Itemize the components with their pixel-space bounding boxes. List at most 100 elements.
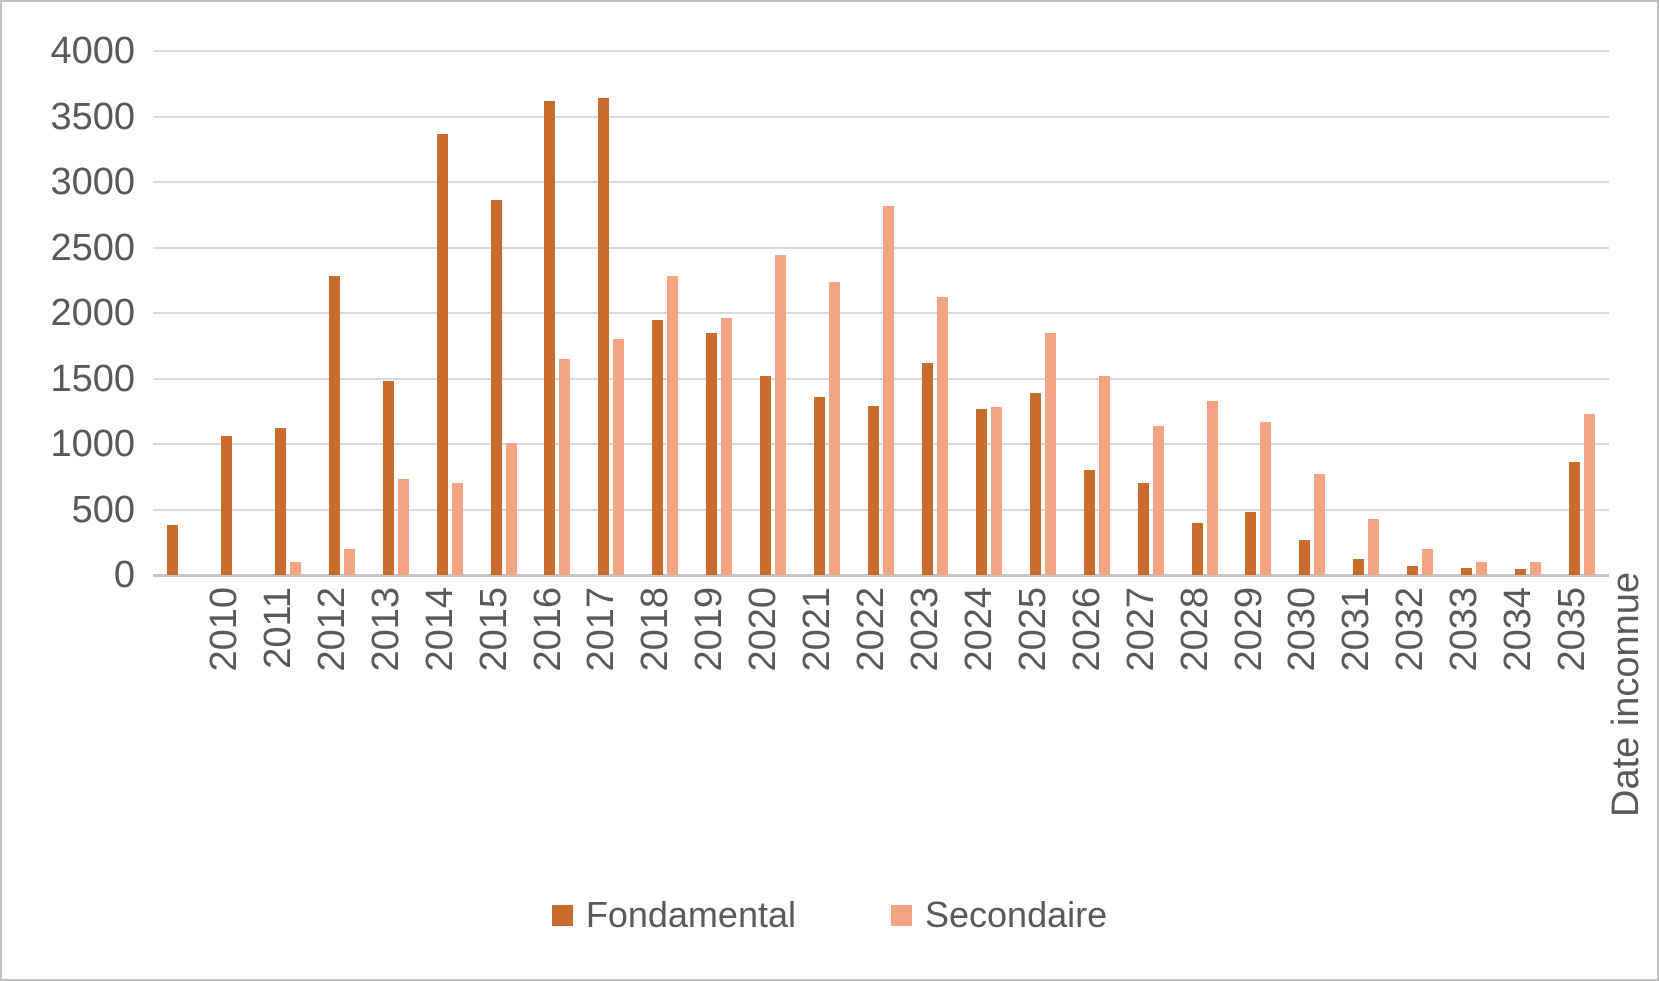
x-axis-label-2022: 2022 [850,587,893,672]
bar-fondamental-2015 [436,133,448,575]
x-axis-label-2010: 2010 [202,587,245,672]
bar-fondamental-2032 [1353,559,1365,575]
x-axis-label-2019: 2019 [688,587,731,672]
x-axis-label-date-inconnue: Date inconnue [1605,571,1648,817]
y-axis-tick-label-3000: 3000 [50,161,135,203]
bar-fondamental-2021 [760,375,772,575]
bar-fondamental-2010 [166,525,178,575]
y-axis-tick-label-4000: 4000 [50,30,135,72]
bar-secondaire-2024 [936,297,948,575]
bar-secondaire-2029 [1206,400,1218,575]
bar-secondaire-2012 [289,561,301,575]
x-axis-label-2012: 2012 [310,587,353,672]
x-axis-label-2024: 2024 [957,587,1000,672]
bar-secondaire-2027 [1098,375,1110,575]
bar-secondaire-2013 [343,548,355,575]
x-axis-label-2016: 2016 [526,587,569,672]
x-axis-label-2030: 2030 [1281,587,1324,672]
gridline-500 [153,508,1609,511]
bar-secondaire-date-inconnue [1584,413,1596,575]
gridline-4000 [153,50,1609,52]
legend-swatch-secondaire [891,904,912,926]
bar-fondamental-2027 [1083,470,1095,575]
x-axis-label-2031: 2031 [1335,587,1378,672]
x-axis-label-2017: 2017 [580,587,623,672]
x-axis-label-2025: 2025 [1011,587,1054,672]
x-axis-label-2029: 2029 [1227,587,1270,672]
bar-secondaire-2035 [1530,561,1542,575]
bar-secondaire-2022 [829,281,841,575]
bar-secondaire-2021 [775,255,787,575]
bar-secondaire-2016 [505,442,517,575]
y-axis-tick-label-3500: 3500 [50,95,135,138]
bar-fondamental-date-inconnue [1569,462,1581,575]
bar-fondamental-2030 [1245,512,1257,575]
x-axis-label-2034: 2034 [1497,587,1540,672]
bar-fondamental-2017 [544,100,556,575]
bar-fondamental-2012 [274,428,286,575]
x-axis-label-2032: 2032 [1389,587,1432,672]
gridline-1500 [153,377,1609,380]
legend-swatch-fondamental [551,904,573,926]
x-axis-label-2011: 2011 [256,587,299,669]
bar-secondaire-2033 [1422,548,1434,575]
bar-fondamental-2014 [382,381,394,575]
gridline-3500 [153,115,1609,118]
gridline-2000 [153,312,1609,314]
bar-secondaire-2025 [990,407,1002,575]
bar-fondamental-2034 [1461,568,1473,575]
x-axis-label-2015: 2015 [472,587,515,672]
bar-secondaire-2014 [397,479,409,575]
y-axis-tick-label-0: 0 [113,554,135,596]
bar-secondaire-2030 [1260,421,1272,575]
bar-secondaire-2031 [1314,474,1326,575]
x-axis-label-2023: 2023 [904,587,946,672]
bar-secondaire-2032 [1368,518,1380,575]
bar-secondaire-2015 [451,483,463,575]
legend-item-secondaire: Secondaire [891,894,1107,936]
bar-fondamental-2033 [1407,565,1419,575]
bar-secondaire-2028 [1152,425,1164,575]
y-axis-tick-label-1000: 1000 [50,423,135,465]
bar-fondamental-2013 [328,276,340,575]
x-axis-label-2018: 2018 [634,587,677,672]
x-axis-label-2033: 2033 [1443,587,1486,672]
x-axis-label-2027: 2027 [1119,587,1162,672]
bar-fondamental-2029 [1191,522,1203,575]
bar-fondamental-2011 [220,436,232,575]
x-axis-label-2035: 2035 [1551,587,1594,672]
bar-fondamental-2019 [652,319,664,575]
bar-fondamental-2020 [706,332,718,575]
bar-secondaire-2019 [667,276,679,575]
bar-fondamental-2022 [814,396,826,575]
x-axis-label-2021: 2021 [796,587,839,672]
bar-fondamental-2028 [1137,483,1149,575]
bar-secondaire-2023 [883,205,894,575]
gridline-1000 [153,443,1609,445]
x-axis-label-2014: 2014 [418,587,461,672]
bar-fondamental-2024 [921,362,933,575]
bar-secondaire-2018 [613,339,625,575]
legend-item-fondamental: Fondamental [551,894,796,936]
x-axis-label-2026: 2026 [1065,587,1108,672]
x-axis-label-2028: 2028 [1173,587,1216,672]
x-axis-label-2020: 2020 [742,587,785,672]
x-axis-label-2013: 2013 [364,587,407,672]
y-axis-tick-label-1500: 1500 [50,357,135,400]
bar-fondamental-2026 [1029,392,1041,575]
x-axis-line [153,574,1609,577]
bar-fondamental-2023 [868,406,879,575]
gridline-3000 [153,181,1609,183]
bar-fondamental-2031 [1299,539,1311,575]
bar-fondamental-2018 [598,98,610,575]
y-axis-tick-label-2500: 2500 [50,226,135,269]
bar-secondaire-2034 [1476,561,1488,575]
bar-secondaire-2020 [721,318,733,575]
bar-secondaire-2026 [1044,332,1056,575]
y-axis-tick-label-2000: 2000 [50,292,135,334]
legend-label-secondaire: Secondaire [925,894,1108,935]
bar-fondamental-2016 [490,200,502,575]
bar-fondamental-2035 [1515,569,1527,575]
